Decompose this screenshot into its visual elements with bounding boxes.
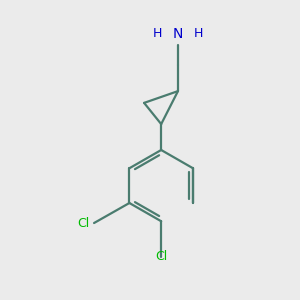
Text: Cl: Cl xyxy=(78,217,90,230)
Text: H: H xyxy=(153,27,162,40)
Text: Cl: Cl xyxy=(155,250,167,263)
Text: H: H xyxy=(194,27,203,40)
Text: N: N xyxy=(173,27,183,41)
